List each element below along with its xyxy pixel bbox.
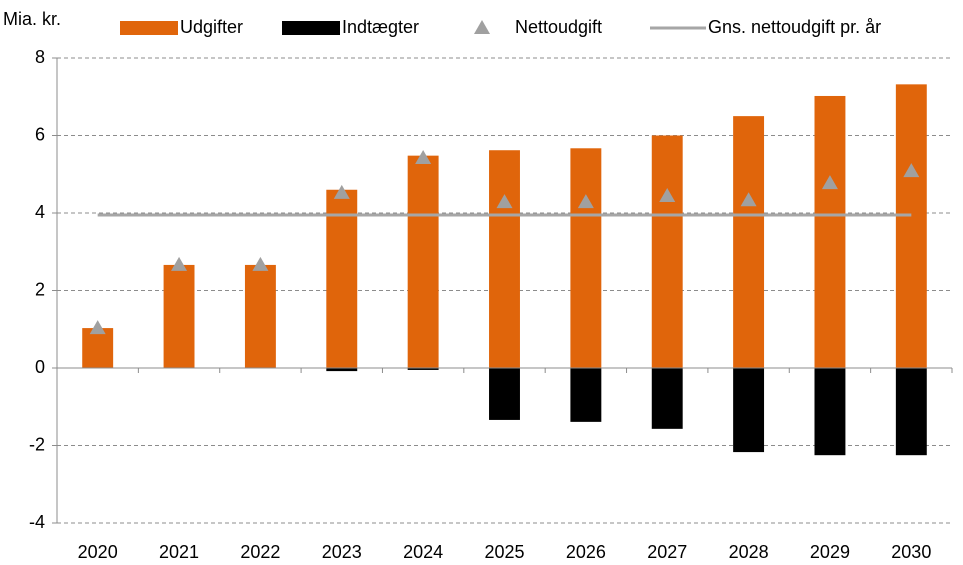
legend-swatch	[120, 21, 178, 35]
bar	[895, 368, 927, 456]
marker	[171, 256, 188, 271]
marker	[903, 163, 920, 178]
bar	[82, 328, 114, 368]
x-tick-label: 2023	[322, 542, 362, 562]
bar	[814, 368, 846, 456]
legend-swatch	[474, 20, 490, 34]
bar	[733, 116, 765, 368]
legend-label: Udgifter	[180, 17, 243, 37]
marker	[415, 149, 432, 164]
bar	[895, 84, 927, 368]
y-tick-label: 6	[35, 124, 45, 144]
x-tick-label: 2028	[729, 542, 769, 562]
legend-swatch	[282, 21, 340, 35]
bar	[489, 150, 520, 368]
bar	[407, 368, 439, 370]
bar	[570, 148, 602, 368]
bar	[407, 155, 439, 368]
x-tick-label: 2029	[810, 542, 850, 562]
bar	[651, 368, 683, 429]
x-tick-label: 2030	[891, 542, 931, 562]
marker	[821, 175, 838, 190]
marker	[659, 187, 676, 202]
bar	[570, 368, 602, 422]
y-axis-label: Mia. kr.	[3, 9, 61, 29]
y-tick-label: 0	[35, 357, 45, 377]
x-tick-label: 2020	[78, 542, 118, 562]
y-tick-label: -4	[29, 512, 45, 532]
marker	[89, 320, 106, 335]
bar	[244, 264, 276, 368]
legend-label: Indtægter	[342, 17, 419, 37]
bar	[489, 368, 520, 420]
x-tick-label: 2022	[240, 542, 280, 562]
legend-label: Nettoudgift	[515, 17, 602, 37]
bar	[326, 189, 358, 368]
x-tick-label: 2021	[159, 542, 199, 562]
x-tick-label: 2024	[403, 542, 443, 562]
y-tick-label: -2	[29, 434, 45, 454]
marker	[252, 256, 269, 271]
bar	[651, 135, 683, 368]
bar	[814, 95, 846, 368]
y-tick-label: 4	[35, 202, 45, 222]
x-tick-label: 2027	[647, 542, 687, 562]
marker	[577, 194, 594, 209]
bar	[163, 264, 195, 368]
marker	[496, 194, 513, 209]
y-tick-label: 2	[35, 279, 45, 299]
x-tick-label: 2025	[484, 542, 524, 562]
marker	[740, 192, 757, 207]
bar	[326, 368, 358, 372]
x-tick-label: 2026	[566, 542, 606, 562]
legend-label: Gns. nettoudgift pr. år	[708, 17, 881, 37]
y-tick-label: 8	[35, 47, 45, 67]
marker	[333, 184, 350, 199]
bar	[733, 368, 765, 453]
